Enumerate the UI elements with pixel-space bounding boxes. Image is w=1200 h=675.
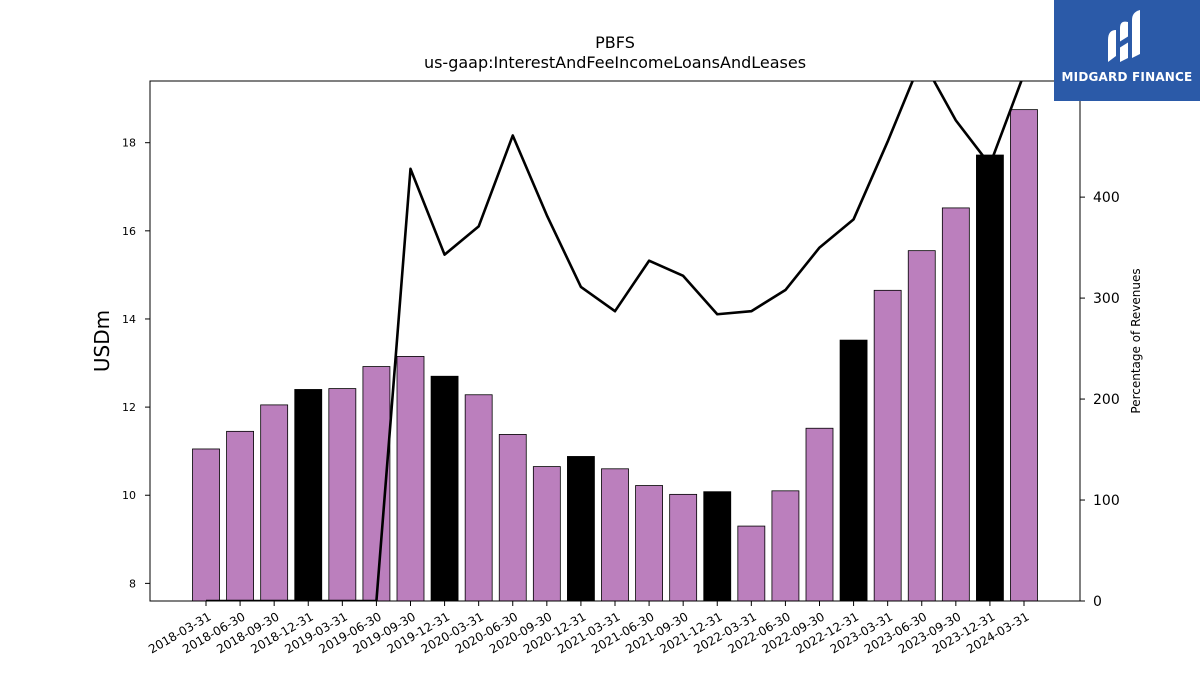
bar-2021-06-30	[635, 485, 663, 602]
chart-subtitle: us-gaap:InterestAndFeeIncomeLoansAndLeas…	[424, 53, 806, 72]
y2-tick-label-0: 0	[1093, 594, 1102, 610]
bar-2022-09-30	[805, 427, 834, 602]
bar-2020-03-31	[464, 394, 493, 602]
bar-group	[192, 109, 1038, 602]
y-axis-label: USDm	[90, 310, 114, 372]
y2-tick-label-200: 200	[1093, 392, 1120, 408]
y-tick-label-12: 12	[122, 401, 136, 414]
bar-2018-03-31	[192, 448, 220, 602]
bar-2023-06-30	[907, 250, 936, 602]
bar-2020-06-30	[498, 434, 527, 602]
chart-title: PBFS	[595, 33, 635, 52]
bar-2021-12-31	[703, 491, 732, 602]
bar-2019-12-31	[430, 375, 459, 602]
y-tick-label-16: 16	[122, 225, 136, 238]
bar-2024-03-31	[1010, 109, 1038, 602]
y2-tick-label-100: 100	[1093, 493, 1120, 509]
y-tick-label-10: 10	[122, 489, 136, 502]
bar-2022-03-31	[737, 525, 766, 602]
x-axis: 2018-03-312018-06-302018-09-302018-12-31…	[146, 601, 1032, 656]
bar-2021-03-31	[601, 468, 629, 602]
bar-2020-09-30	[532, 466, 561, 602]
y2-axis-label: Percentage of Revenues	[1129, 268, 1143, 413]
y-tick-label-18: 18	[122, 137, 136, 150]
bar-2020-12-31	[567, 456, 595, 602]
left-axis: 8 10 12 14 16 18	[122, 137, 150, 590]
bar-2021-09-30	[669, 493, 698, 602]
right-axis: 0100200300400500	[1080, 89, 1120, 610]
percentage-line	[206, 81, 1023, 601]
y2-tick-label-300: 300	[1093, 291, 1120, 307]
bar-2018-12-31	[294, 389, 323, 602]
line-group	[206, 81, 1023, 601]
bar-2023-09-30	[941, 207, 970, 602]
y-tick-label-14: 14	[122, 313, 136, 326]
bar-2018-06-30	[226, 430, 254, 602]
logo: MIDGARD FINANCE	[1054, 0, 1200, 101]
bar-2019-03-31	[328, 388, 357, 602]
bar-2023-03-31	[873, 289, 902, 602]
bar-2019-09-30	[396, 356, 425, 602]
bar-2023-12-31	[976, 154, 1004, 602]
bar-2018-09-30	[260, 404, 289, 602]
y-tick-label-8: 8	[129, 577, 136, 590]
bar-2022-12-31	[839, 339, 868, 602]
bar-2022-06-30	[771, 490, 800, 602]
y2-tick-label-400: 400	[1093, 190, 1120, 206]
logo-mark-icon	[1108, 10, 1140, 63]
logo-text: MIDGARD FINANCE	[1061, 70, 1193, 84]
